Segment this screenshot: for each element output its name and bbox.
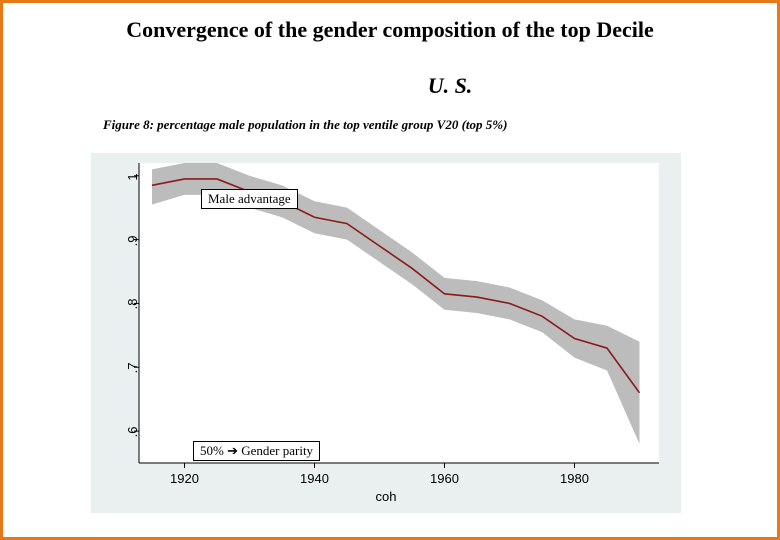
page-subtitle: U. S. xyxy=(3,73,777,99)
chart-container: .6.7.8.91 1920194019601980 coh Male adva… xyxy=(91,153,681,513)
axis-overlay xyxy=(91,153,681,513)
slide-frame: Convergence of the gender composition of… xyxy=(0,0,780,540)
figure-caption: Figure 8: percentage male population in … xyxy=(3,117,777,133)
page-title: Convergence of the gender composition of… xyxy=(3,3,777,43)
